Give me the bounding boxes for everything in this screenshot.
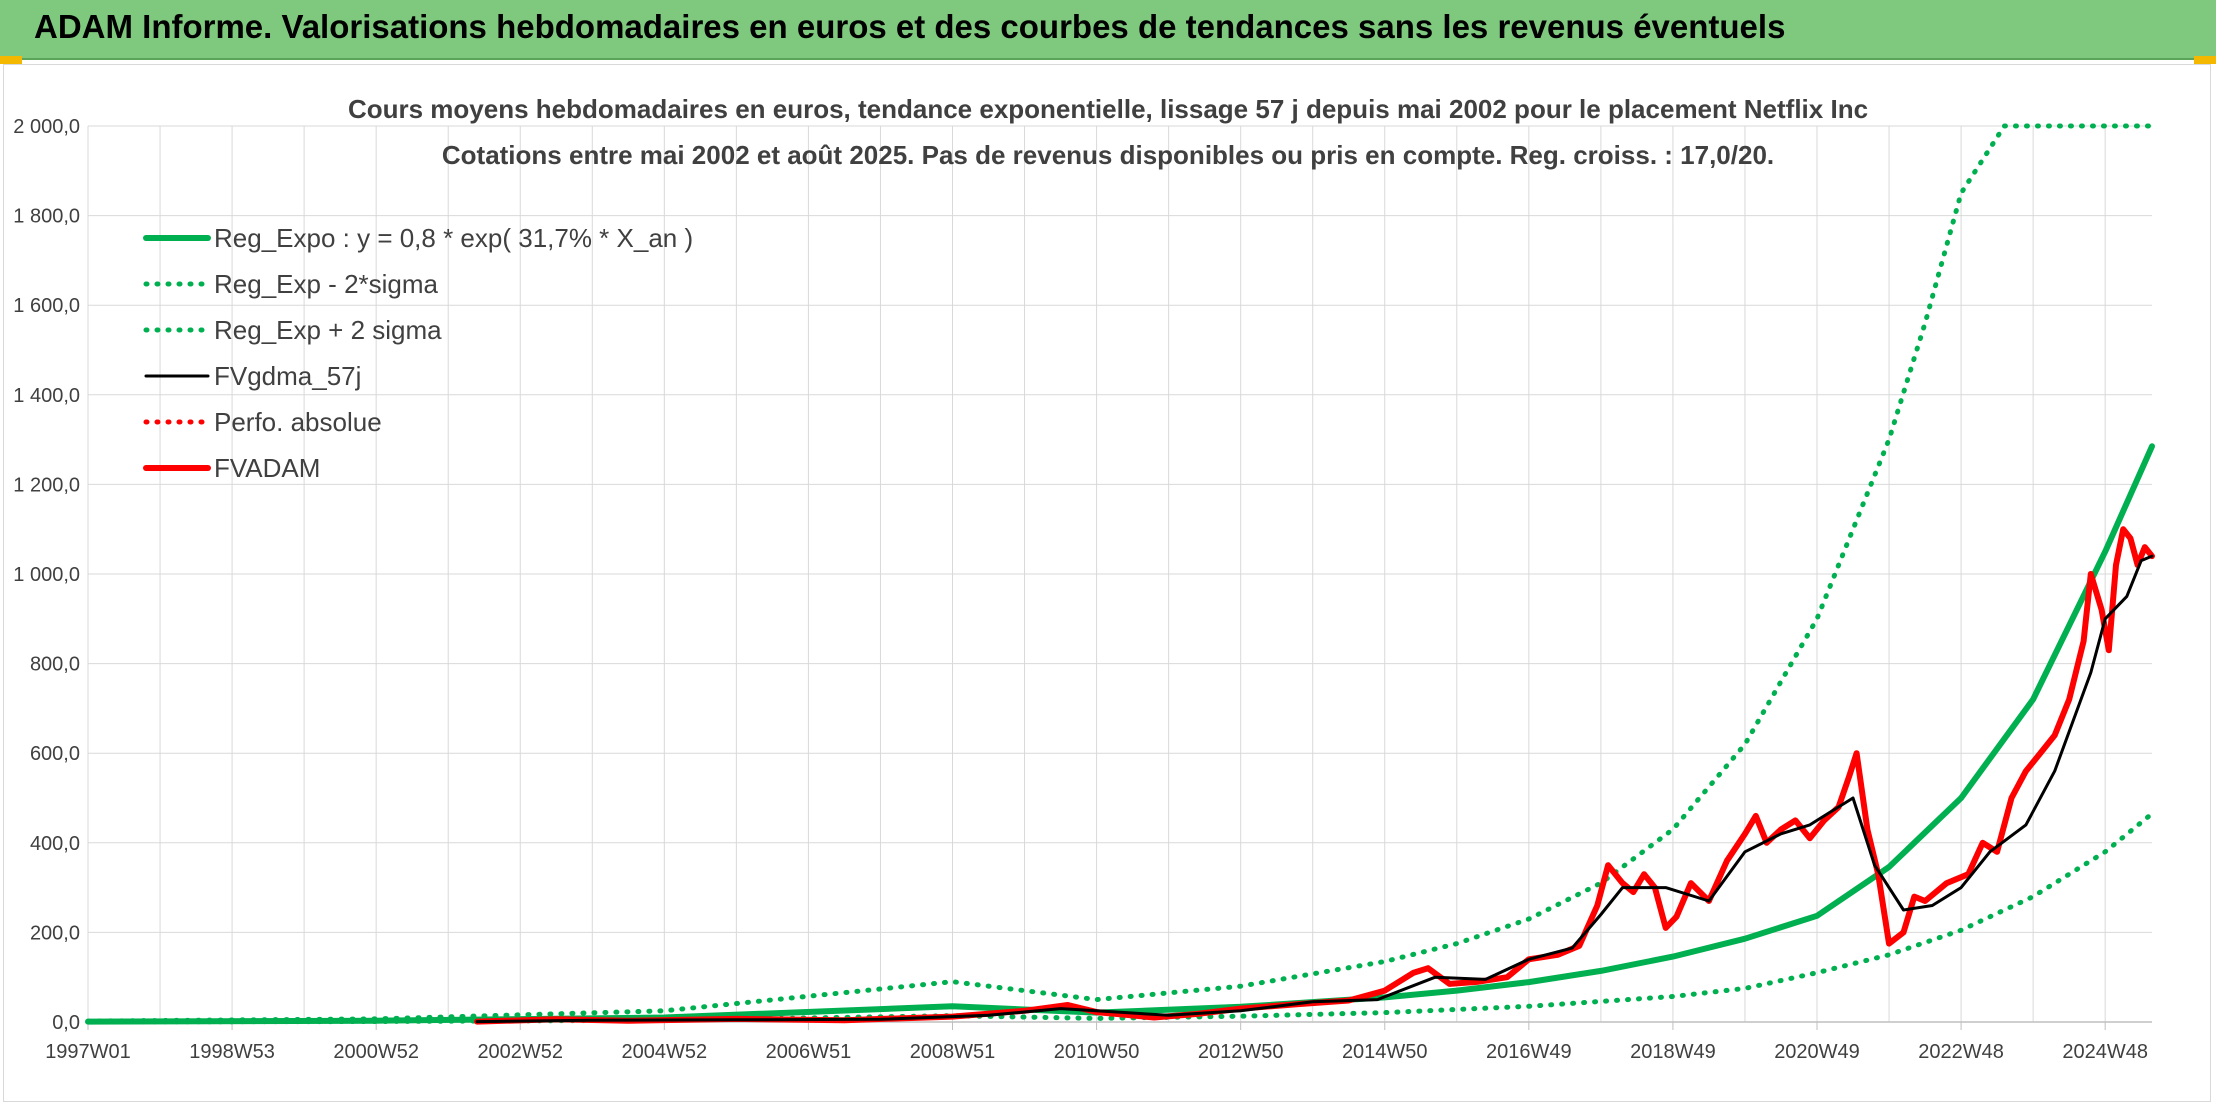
chart-title-line-1: Cours moyens hebdomadaires en euros, ten… xyxy=(348,94,1868,124)
y-axis: 0,0 200,0 400,0 600,0 800,0 1 000,0 1 200,0 1 4… xyxy=(13,116,80,1034)
y-tick-label: 1 800,0 xyxy=(13,206,80,228)
series-line-1 xyxy=(85,811,2155,1025)
chart-grid xyxy=(87,125,2152,1023)
legend-label: Perfo. absolue xyxy=(214,407,382,437)
chart-legend: Reg_Expo : y = 0,8 * exp( 31,7% * X_an )… xyxy=(143,223,693,483)
x-tick-label: 2004W52 xyxy=(622,1041,708,1063)
y-tick-label: 0,0 xyxy=(52,1012,80,1034)
x-tick-label: 2018W49 xyxy=(1630,1041,1716,1063)
report-banner: ADAM Informe. Valorisations hebdomadaire… xyxy=(0,0,2216,60)
legend-label: Reg_Exp + 2 sigma xyxy=(214,315,442,345)
corner-marker-right xyxy=(2194,56,2216,64)
x-tick-label: 2006W51 xyxy=(766,1041,852,1063)
legend-label: FVgdma_57j xyxy=(214,361,361,391)
x-tick-label: 2016W49 xyxy=(1486,1041,1572,1063)
series-line-5 xyxy=(474,526,2155,1025)
chart-frame xyxy=(3,64,2211,1102)
y-tick-label: 2 000,0 xyxy=(13,116,80,138)
plot-area xyxy=(85,123,2155,1025)
x-tick-label: 2014W50 xyxy=(1342,1041,1428,1063)
y-tick-label: 1 200,0 xyxy=(13,474,80,496)
corner-marker-left xyxy=(0,56,22,64)
x-tick-label: 2024W48 xyxy=(2062,1041,2148,1063)
x-tick-label: 2022W48 xyxy=(1918,1041,2004,1063)
x-tick-label: 1997W01 xyxy=(45,1041,131,1063)
x-axis: 1997W01 1998W53 2000W52 2002W52 2004W52 2006W… xyxy=(45,1022,2148,1063)
x-tick-label: 2002W52 xyxy=(477,1041,563,1063)
legend-label: FVADAM xyxy=(214,453,320,483)
y-tick-label: 400,0 xyxy=(30,833,80,855)
legend-label: Reg_Expo : y = 0,8 * exp( 31,7% * X_an ) xyxy=(214,223,693,253)
x-tick-label: 2010W50 xyxy=(1054,1041,1140,1063)
x-tick-label: 2000W52 xyxy=(333,1041,419,1063)
series-line-0 xyxy=(85,443,2155,1025)
x-tick-label: 2020W49 xyxy=(1774,1041,1860,1063)
x-tick-label: 2012W50 xyxy=(1198,1041,1284,1063)
x-tick-label: 2008W51 xyxy=(910,1041,996,1063)
y-tick-label: 600,0 xyxy=(30,743,80,765)
series-line-3 xyxy=(475,554,2154,1024)
y-tick-label: 200,0 xyxy=(30,922,80,944)
y-tick-label: 1 400,0 xyxy=(13,385,80,407)
report-title: ADAM Informe. Valorisations hebdomadaire… xyxy=(34,8,1786,45)
chart-title-line-2: Cotations entre mai 2002 et août 2025. P… xyxy=(442,140,1774,170)
x-tick-label: 1998W53 xyxy=(189,1041,275,1063)
y-tick-label: 1 600,0 xyxy=(13,295,80,317)
legend-label: Reg_Exp - 2*sigma xyxy=(214,269,439,299)
y-tick-label: 800,0 xyxy=(30,654,80,676)
y-tick-label: 1 000,0 xyxy=(13,564,80,586)
